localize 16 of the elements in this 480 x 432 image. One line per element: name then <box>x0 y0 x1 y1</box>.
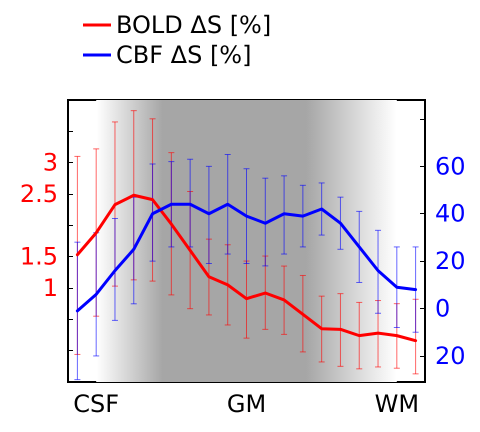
y-tick-label: 2.5 <box>20 180 58 208</box>
y2-tick-label: 40 <box>435 200 466 228</box>
line-series <box>76 194 418 342</box>
x-tick-label: GM <box>226 390 266 418</box>
legend-label: CBF ΔS [%] <box>116 41 252 69</box>
y-tick-label: 1.5 <box>20 242 58 271</box>
y2-tick-label: 20 <box>435 342 466 370</box>
x-tick-label: WM <box>374 390 420 418</box>
x-tick-label: CSF <box>73 390 120 418</box>
y2-tick-label: 20 <box>435 247 466 276</box>
line-series <box>76 202 418 312</box>
y-tick-label: 1 <box>42 274 58 302</box>
legend-label: BOLD ΔS [%] <box>116 11 272 39</box>
y2-tick-label: 60 <box>435 152 466 180</box>
y2-tick-label: 0 <box>435 294 450 323</box>
y-tick-label: 3 <box>42 148 58 177</box>
